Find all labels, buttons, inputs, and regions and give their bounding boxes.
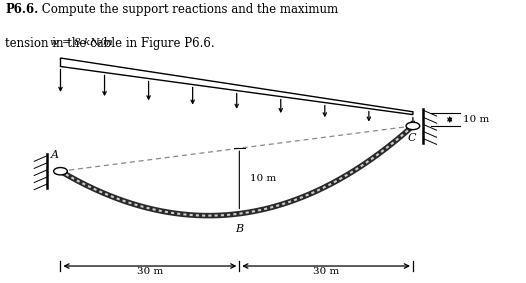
Circle shape [406, 122, 420, 130]
Text: 10 m: 10 m [463, 115, 489, 124]
Text: tension in the cable in Figure P6.6.: tension in the cable in Figure P6.6. [5, 37, 215, 50]
Polygon shape [60, 58, 413, 115]
Text: C: C [408, 133, 416, 143]
Text: Compute the support reactions and the maximum: Compute the support reactions and the ma… [38, 3, 338, 16]
Text: 30 m: 30 m [313, 267, 339, 276]
Text: w = 8 kN/m: w = 8 kN/m [50, 38, 113, 47]
Text: 10 m: 10 m [250, 174, 276, 183]
Text: B: B [235, 224, 244, 233]
Text: 30 m: 30 m [137, 267, 163, 276]
Text: P6.6.: P6.6. [5, 3, 38, 16]
Text: A: A [51, 150, 59, 160]
Circle shape [54, 168, 67, 175]
